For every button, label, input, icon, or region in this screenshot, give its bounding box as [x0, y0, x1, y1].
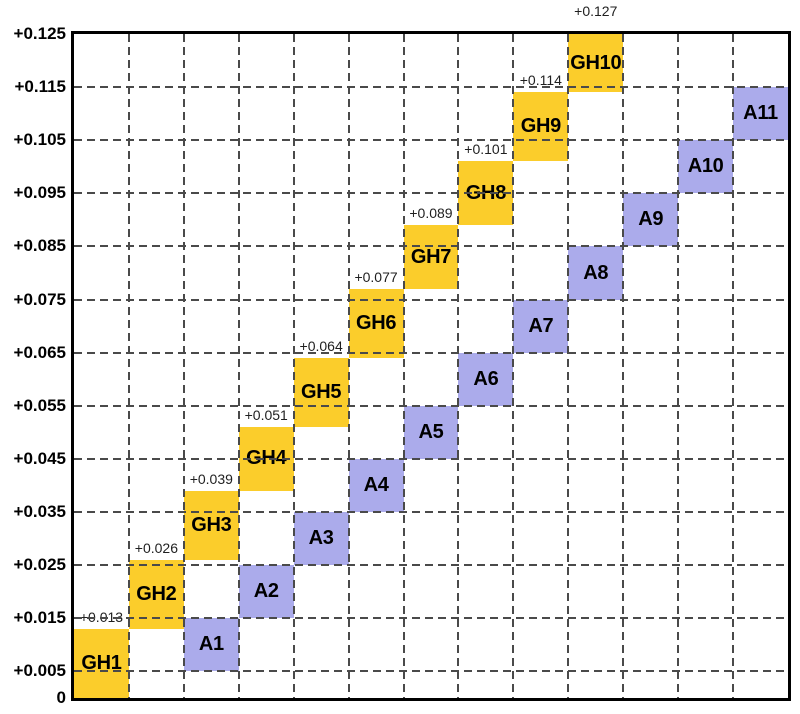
box-value-annotation: +0.127 [574, 3, 618, 20]
y-axis-label: +0.055 [13, 395, 66, 415]
box-value-annotation: +0.013 [74, 609, 129, 626]
box-label: A4 [363, 474, 389, 496]
box-value-annotation: +0.077 [354, 268, 398, 285]
a-range-box [513, 299, 569, 353]
a-range-box [568, 246, 624, 300]
h-gridline [74, 351, 788, 354]
gh-range-box [568, 34, 624, 93]
box-label: GH5 [301, 381, 342, 404]
y-axis-label: +0.065 [13, 342, 66, 362]
a-range-box [403, 405, 459, 459]
plot-area: GH1 GH2 GH3 GH4 GH5 GH6 GH7 GH8 GH9 GH10 A1 A2 A3 A4 A… [71, 3, 791, 701]
a-range-box [238, 565, 294, 619]
a-range-box [293, 512, 349, 566]
y-axis-label: +0.015 [13, 608, 66, 628]
h-gridline [74, 404, 788, 407]
a-range-box [733, 87, 788, 141]
y-axis-label: +0.095 [13, 183, 66, 203]
h-gridline [74, 511, 788, 514]
y-axis-label: +0.105 [13, 130, 66, 150]
v-gridline [237, 34, 240, 698]
gh-range-box [74, 628, 129, 698]
gh-range-box [293, 358, 349, 428]
box-label: GH6 [355, 311, 397, 334]
y-axis-label: +0.045 [13, 448, 66, 468]
gh-range-box [183, 490, 239, 560]
v-gridline [292, 34, 295, 698]
h-gridline [74, 192, 788, 195]
a-range-box [623, 193, 679, 247]
box-label: GH9 [520, 115, 562, 138]
v-gridline [732, 34, 735, 698]
v-gridline [512, 34, 515, 698]
box-label: A6 [473, 367, 499, 390]
box-value-annotation: +0.089 [409, 205, 453, 222]
box-label: A3 [308, 527, 334, 550]
v-gridline [457, 34, 460, 698]
y-axis-label: +0.085 [13, 236, 66, 256]
h-gridline [74, 139, 788, 142]
h-gridline [74, 670, 788, 673]
box-label: GH1 [81, 651, 122, 674]
box-label: A5 [418, 420, 444, 443]
h-gridline [74, 298, 788, 301]
box-value-annotation: +0.039 [189, 470, 233, 487]
v-gridline [622, 34, 625, 698]
y-axis-label: +0.125 [13, 24, 66, 43]
h-gridline [74, 617, 788, 620]
h-gridline [74, 457, 788, 460]
box-value-annotation: +0.064 [299, 338, 343, 355]
v-gridline [182, 34, 185, 698]
box-label: A11 [743, 102, 778, 125]
a-range-box [183, 618, 239, 672]
y-axis-label: 0 [56, 688, 66, 707]
box-value-annotation: +0.051 [244, 407, 288, 424]
box-label: GH7 [410, 245, 452, 268]
v-gridline [677, 34, 680, 698]
box-label: GH3 [191, 513, 232, 536]
a-range-box [458, 352, 514, 406]
box-label: A7 [528, 314, 554, 337]
y-axis-label: +0.035 [13, 502, 66, 522]
v-gridline [402, 34, 405, 698]
box-label: GH2 [136, 582, 177, 605]
box-value-annotation: +0.026 [134, 539, 178, 556]
a-range-box [348, 458, 404, 513]
y-axis-label: +0.115 [14, 77, 66, 97]
box-label: A10 [687, 155, 724, 178]
box-label: A1 [198, 633, 224, 656]
v-gridline [567, 34, 570, 698]
h-gridline [74, 86, 788, 89]
a-range-box [678, 140, 734, 194]
box-value-annotation: +0.114 [519, 72, 562, 89]
box-label: A8 [583, 261, 609, 284]
box-label: GH10 [570, 51, 622, 74]
h-gridline [74, 564, 788, 567]
y-axis-label: +0.005 [13, 661, 66, 681]
y-axis-label: +0.075 [13, 289, 66, 309]
box-label: A2 [253, 580, 279, 603]
v-gridline [347, 34, 350, 698]
gh-range-box [513, 92, 569, 162]
y-axis-label: +0.025 [13, 555, 66, 575]
v-gridline [127, 34, 130, 698]
h-gridline [74, 245, 788, 248]
box-value-annotation: +0.101 [464, 141, 508, 158]
gh-range-box [403, 225, 459, 289]
box-label: A9 [638, 208, 664, 231]
